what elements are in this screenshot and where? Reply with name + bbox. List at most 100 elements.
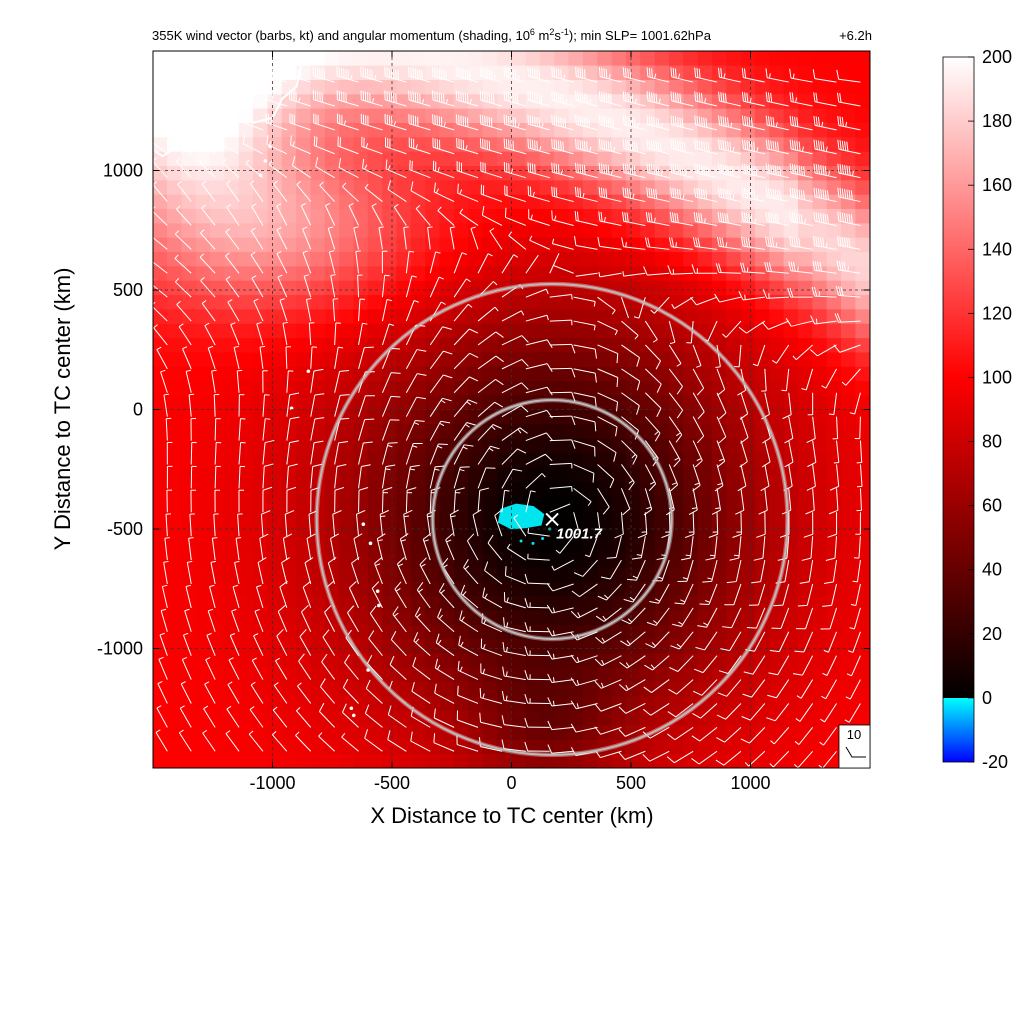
shading-cell: [611, 581, 627, 597]
shading-cell: [683, 380, 699, 396]
shading-cell: [396, 466, 412, 482]
shading-cell: [396, 552, 412, 568]
shading-cell: [711, 609, 727, 625]
wind-barb: [466, 533, 479, 561]
island-dot: [377, 603, 381, 608]
wind-barb: [230, 322, 240, 346]
shading-cell: [697, 222, 713, 238]
barb-half-flag: [329, 250, 335, 253]
shading-cell: [783, 51, 799, 66]
shading-cell: [812, 323, 828, 339]
barb-staff: [277, 276, 288, 298]
barb-staff: [262, 418, 266, 441]
wind-barb: [182, 346, 192, 370]
shading-cell: [711, 523, 727, 539]
barb-half-flag: [206, 632, 212, 636]
shading-cell: [482, 79, 498, 95]
shading-cell: [654, 724, 670, 740]
shading-cell: [525, 323, 541, 339]
shading-cell: [153, 294, 168, 310]
barb-flag: [301, 604, 309, 613]
barb-staff: [376, 538, 383, 561]
shading-cell: [496, 79, 512, 95]
barb-staff: [319, 711, 336, 728]
shading-cell: [597, 696, 613, 711]
barb-half-flag: [268, 160, 273, 165]
shading-cell: [640, 595, 656, 611]
barb-staff: [378, 227, 383, 250]
coastline-path: [155, 54, 312, 124]
shading-cell: [210, 724, 225, 740]
shading-cell: [525, 638, 541, 654]
wind-barb: [344, 654, 359, 680]
shading-cell: [238, 681, 254, 697]
barb-staff: [298, 660, 312, 680]
barb-half-flag: [180, 705, 185, 709]
shading-cell: [611, 222, 627, 238]
barb-half-flag: [249, 706, 255, 710]
barb-staff: [271, 734, 288, 752]
shading-cell: [195, 437, 211, 453]
shading-cell: [210, 409, 225, 425]
shading-cell: [410, 696, 426, 711]
shading-cell: [238, 696, 254, 711]
shading-cell: [439, 108, 455, 123]
barb-staff: [348, 205, 359, 226]
shading-cell: [310, 165, 326, 181]
shading-cell: [410, 480, 426, 496]
shading-cell: [195, 523, 211, 539]
wind-barb: [163, 560, 169, 585]
shading-cell: [425, 251, 441, 267]
shading-cell: [267, 351, 283, 367]
shading-cell: [640, 280, 656, 296]
shading-cell: [310, 337, 326, 353]
wind-barb: [277, 604, 288, 632]
shading-cell: [253, 380, 269, 396]
shading-cell: [410, 552, 426, 568]
shading-cell: [439, 710, 455, 726]
shading-cell: [367, 265, 383, 281]
shading-cell: [539, 351, 555, 367]
wind-barb: [266, 134, 288, 155]
barb-half-flag: [378, 226, 385, 229]
shading-cell: [668, 509, 684, 525]
wind-barb: [405, 349, 427, 370]
shading-cell: [468, 79, 484, 95]
barb-staff: [310, 346, 313, 369]
barb-staff: [286, 442, 291, 465]
barb-flag: [488, 93, 491, 103]
barb-half-flag: [230, 633, 236, 636]
wind-barb: [477, 355, 504, 370]
shading-cell: [267, 366, 283, 382]
shading-cell: [210, 380, 225, 396]
shading-cell: [296, 79, 312, 95]
wind-barb: [334, 369, 350, 393]
shading-cell: [181, 595, 197, 611]
barb-staff: [453, 303, 469, 322]
wind-barb: [214, 418, 221, 441]
shading-cell: [210, 552, 225, 568]
wind-barb: [334, 417, 350, 441]
wind-barb: [286, 486, 297, 513]
shading-cell: [382, 710, 398, 726]
barb-staff: [489, 230, 503, 250]
wind-barb: [213, 513, 219, 537]
wind-barb: [381, 372, 401, 393]
shading-cell: [353, 581, 369, 597]
shading-cell: [525, 581, 541, 597]
wind-barb: [405, 300, 419, 322]
shading-cell: [683, 753, 699, 768]
wind-barb: [429, 350, 453, 370]
shading-cell: [453, 609, 469, 625]
barb-staff: [388, 714, 407, 728]
shading-cell: [640, 265, 656, 281]
shading-cell: [726, 351, 742, 367]
shading-cell: [511, 251, 527, 267]
shading-cell: [754, 108, 770, 123]
shading-cell: [167, 409, 182, 425]
barb-flag: [510, 92, 512, 103]
wind-barb: [202, 729, 216, 752]
shading-cell: [410, 51, 426, 66]
shading-cell: [238, 380, 254, 396]
shading-cell: [769, 93, 785, 109]
